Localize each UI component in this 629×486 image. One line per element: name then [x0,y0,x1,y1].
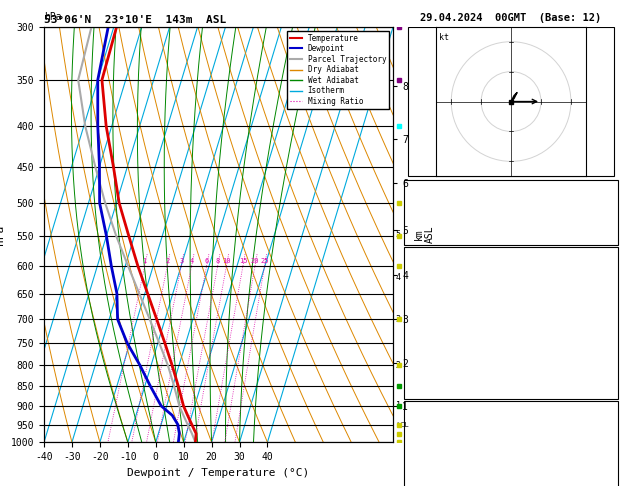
Text: 3: 3 [605,340,611,349]
Text: K: K [411,186,417,196]
Text: 4: 4 [189,258,194,264]
Text: 975: 975 [593,428,611,438]
Text: Lifted Index: Lifted Index [411,340,486,349]
Text: 3: 3 [396,314,401,324]
Bar [404,180,618,245]
Text: 25: 25 [260,258,269,264]
Text: 8.1: 8.1 [593,296,611,306]
Text: hPa: hPa [44,12,62,22]
Text: 3: 3 [179,258,184,264]
Legend: Temperature, Dewpoint, Parcel Trajectory, Dry Adiabat, Wet Adiabat, Isotherm, Mi: Temperature, Dewpoint, Parcel Trajectory… [287,31,389,109]
Bar [408,27,614,176]
Text: Temp (°C): Temp (°C) [411,275,467,285]
Text: 5: 5 [396,230,401,239]
Text: 10: 10 [222,258,231,264]
Text: 1: 1 [396,401,401,410]
Text: 2: 2 [605,186,611,196]
Text: 4: 4 [396,273,401,282]
Text: Dewp (°C): Dewp (°C) [411,296,467,306]
Text: 0: 0 [605,361,611,371]
Text: 50: 50 [599,208,611,218]
Text: 305: 305 [593,318,611,328]
Text: © weatheronline.co.uk: © weatheronline.co.uk [459,451,564,460]
Text: LCL: LCL [396,421,408,428]
Text: θₑ(K): θₑ(K) [411,318,442,328]
Text: 2: 2 [605,471,611,481]
Text: 1.27: 1.27 [587,229,611,240]
Text: θₑ (K): θₑ (K) [411,450,448,460]
Text: 8: 8 [216,258,220,264]
Text: 0: 0 [605,383,611,393]
Text: Totals Totals: Totals Totals [411,208,492,218]
Text: Surface: Surface [489,253,533,263]
Bar [404,247,618,399]
Text: Lifted Index: Lifted Index [411,471,486,481]
Text: 14.2: 14.2 [587,275,611,285]
Text: 15: 15 [238,258,247,264]
Text: 20: 20 [251,258,259,264]
Y-axis label: km
ASL: km ASL [414,226,435,243]
Text: Pressure (mb): Pressure (mb) [411,428,492,438]
Text: PW (cm): PW (cm) [411,229,454,240]
Text: 29.04.2024  00GMT  (Base: 12): 29.04.2024 00GMT (Base: 12) [420,13,602,22]
Text: CIN (J): CIN (J) [411,383,454,393]
Text: 308: 308 [593,450,611,460]
Bar [404,400,618,486]
Text: Most Unstable: Most Unstable [470,406,552,417]
Y-axis label: hPa: hPa [0,225,5,244]
Text: 2: 2 [165,258,169,264]
X-axis label: Dewpoint / Temperature (°C): Dewpoint / Temperature (°C) [128,468,309,478]
Text: CAPE (J): CAPE (J) [411,361,460,371]
Text: 6: 6 [204,258,209,264]
Text: 1: 1 [143,258,147,264]
Text: 53°06'N  23°10'E  143m  ASL: 53°06'N 23°10'E 143m ASL [44,15,226,25]
Text: 2: 2 [396,361,401,370]
